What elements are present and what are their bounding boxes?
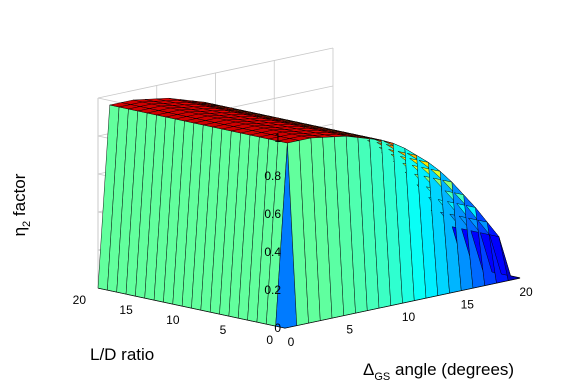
- z-tick-label: 0.6: [264, 207, 281, 221]
- z-tick-label: 0.8: [264, 169, 281, 183]
- y-tick-label: 15: [119, 303, 133, 317]
- z-tick-label: 0: [274, 321, 281, 335]
- x-tick-label: 15: [461, 298, 475, 312]
- x-tick-label: 20: [519, 285, 533, 299]
- y-tick-label: 5: [220, 323, 227, 337]
- x-tick-label: 0: [288, 335, 295, 349]
- x-axis-label-main: Δ: [363, 360, 374, 379]
- z-axis-label-sub: 2: [21, 221, 33, 227]
- z-tick-label: 0.4: [264, 245, 281, 259]
- x-axis-label-sub: GS: [374, 371, 390, 383]
- x-axis-label-rest: angle (degrees): [390, 360, 514, 379]
- y-tick-label: 20: [73, 293, 87, 307]
- surface-face: [498, 236, 521, 281]
- z-axis-label: η2 factor: [10, 173, 33, 236]
- y-axis-label: L/D ratio: [90, 345, 154, 364]
- y-tick-label: 10: [166, 313, 180, 327]
- z-axis-label-main: η: [10, 227, 29, 236]
- z-axis-label-rest: factor: [10, 173, 29, 221]
- x-tick-label: 10: [402, 310, 416, 324]
- surface-mesh: [97, 97, 521, 329]
- z-tick-label: 0.2: [264, 283, 281, 297]
- tick-labels: 0 5 10 15 20 0 5 10 15 20 0 0.2 0.4 0.6 0.8 1: [73, 131, 533, 349]
- y-tick-label: 0: [266, 333, 273, 347]
- z-tick-label: 1: [274, 131, 281, 145]
- x-axis-label: ΔGS angle (degrees): [363, 360, 514, 383]
- x-tick-label: 5: [346, 323, 353, 337]
